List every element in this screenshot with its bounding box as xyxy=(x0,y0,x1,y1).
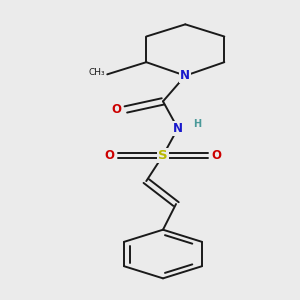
Text: CH₃: CH₃ xyxy=(89,68,105,77)
Text: O: O xyxy=(104,149,114,162)
Text: O: O xyxy=(112,103,122,116)
Text: S: S xyxy=(158,149,168,162)
Text: O: O xyxy=(212,149,222,162)
Text: H: H xyxy=(193,119,201,129)
Text: N: N xyxy=(173,122,183,135)
Text: N: N xyxy=(180,69,190,82)
